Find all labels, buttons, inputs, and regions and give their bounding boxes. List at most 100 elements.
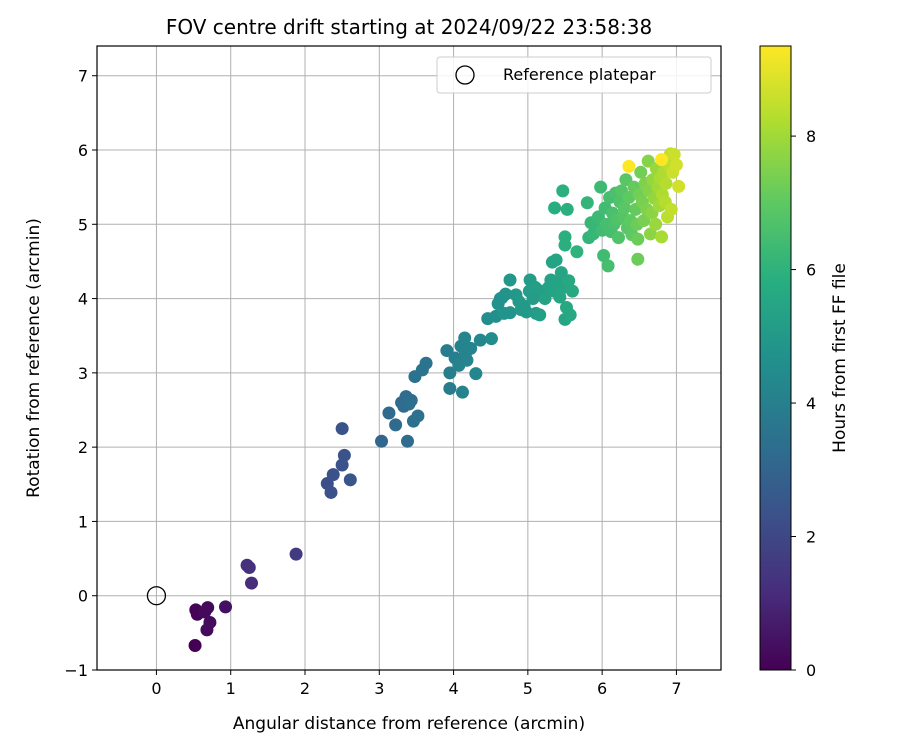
data-point — [655, 230, 669, 244]
data-point — [563, 308, 577, 322]
data-point — [526, 292, 540, 306]
y-tick-label: 5 — [78, 215, 88, 234]
data-point — [443, 366, 457, 380]
data-point — [669, 158, 683, 172]
reference-point-marker — [146, 586, 167, 606]
data-point — [631, 252, 645, 266]
colorbar-gradient — [759, 45, 792, 671]
data-point — [343, 473, 357, 487]
data-point — [401, 434, 415, 448]
data-point — [634, 165, 648, 179]
data-point — [565, 284, 579, 298]
data-point — [655, 153, 669, 167]
data-point — [548, 201, 562, 215]
data-point — [337, 448, 351, 462]
colorbar-tick-label: 0 — [806, 661, 816, 680]
data-point — [672, 179, 686, 193]
plot-frame — [96, 45, 722, 671]
data-point — [631, 232, 645, 246]
legend: Reference platepar — [436, 56, 712, 94]
scatter-points — [188, 147, 686, 652]
colorbar-ticks: 0 2 4 6 8 — [791, 127, 816, 680]
data-point — [404, 393, 418, 407]
data-point — [201, 601, 215, 615]
data-point — [611, 231, 625, 245]
data-point — [203, 615, 217, 629]
x-axis-ticks: 0 1 2 3 4 5 6 7 — [151, 670, 682, 698]
y-tick-label: −1 — [64, 661, 88, 680]
data-point — [503, 273, 517, 287]
y-tick-label: 4 — [78, 290, 88, 309]
y-tick-label: 6 — [78, 141, 88, 160]
data-point — [326, 468, 340, 482]
colorbar-tick-label: 2 — [806, 528, 816, 547]
data-point — [443, 381, 457, 395]
data-point — [558, 238, 572, 252]
data-point — [389, 418, 403, 432]
data-point — [324, 485, 338, 499]
data-point — [617, 201, 631, 215]
colorbar: 0 2 4 6 8 Hours from first FF file — [759, 45, 850, 680]
legend-marker-icon — [455, 65, 475, 85]
data-point — [473, 333, 487, 347]
data-point — [601, 259, 615, 273]
data-point — [375, 434, 389, 448]
data-point — [538, 292, 552, 306]
data-point — [556, 184, 570, 198]
colorbar-tick-label: 6 — [806, 261, 816, 280]
y-tick-label: 2 — [78, 438, 88, 457]
data-point — [570, 245, 584, 259]
x-tick-label: 5 — [523, 679, 533, 698]
x-tick-label: 7 — [671, 679, 681, 698]
data-point — [664, 202, 678, 216]
data-point — [643, 227, 657, 241]
y-tick-label: 0 — [78, 587, 88, 606]
y-tick-label: 1 — [78, 512, 88, 531]
colorbar-tick-label: 4 — [806, 394, 816, 413]
data-point — [622, 159, 636, 173]
x-axis-label: Angular distance from reference (arcmin) — [233, 714, 585, 734]
y-tick-label: 3 — [78, 364, 88, 383]
legend-label-reference: Reference platepar — [503, 65, 656, 84]
data-point — [458, 331, 472, 345]
data-point — [460, 353, 474, 367]
x-tick-label: 0 — [151, 679, 161, 698]
data-point — [580, 196, 594, 210]
data-point — [245, 576, 259, 590]
data-point — [484, 332, 498, 346]
y-axis-ticks: −1 0 1 2 3 4 5 6 7 — [64, 67, 97, 680]
data-point — [464, 341, 478, 355]
data-point — [667, 147, 681, 161]
data-point — [594, 180, 608, 194]
data-point — [549, 253, 563, 267]
data-point — [219, 600, 233, 614]
x-tick-label: 1 — [226, 679, 236, 698]
data-point — [562, 274, 576, 288]
data-point — [335, 422, 349, 436]
data-point — [519, 305, 533, 319]
legend-box — [436, 56, 712, 94]
data-point — [411, 409, 425, 423]
x-tick-label: 4 — [448, 679, 458, 698]
y-axis-label: Rotation from reference (arcmin) — [24, 218, 44, 498]
data-point — [419, 356, 433, 370]
data-point — [560, 202, 574, 216]
data-point — [242, 560, 256, 574]
x-tick-label: 2 — [300, 679, 310, 698]
colorbar-tick-label: 8 — [806, 127, 816, 146]
y-tick-label: 7 — [78, 67, 88, 86]
chart-title: FOV centre drift starting at 2024/09/22 … — [166, 15, 652, 39]
data-point — [289, 547, 303, 561]
data-point — [649, 217, 663, 231]
data-point — [659, 176, 673, 190]
data-point — [455, 385, 469, 399]
data-point — [382, 406, 396, 420]
data-point — [597, 248, 611, 262]
grid — [97, 46, 721, 671]
data-point — [622, 191, 636, 205]
data-point — [499, 287, 513, 301]
data-point — [533, 308, 547, 322]
x-tick-label: 6 — [597, 679, 607, 698]
colorbar-label: Hours from first FF file — [830, 263, 850, 453]
